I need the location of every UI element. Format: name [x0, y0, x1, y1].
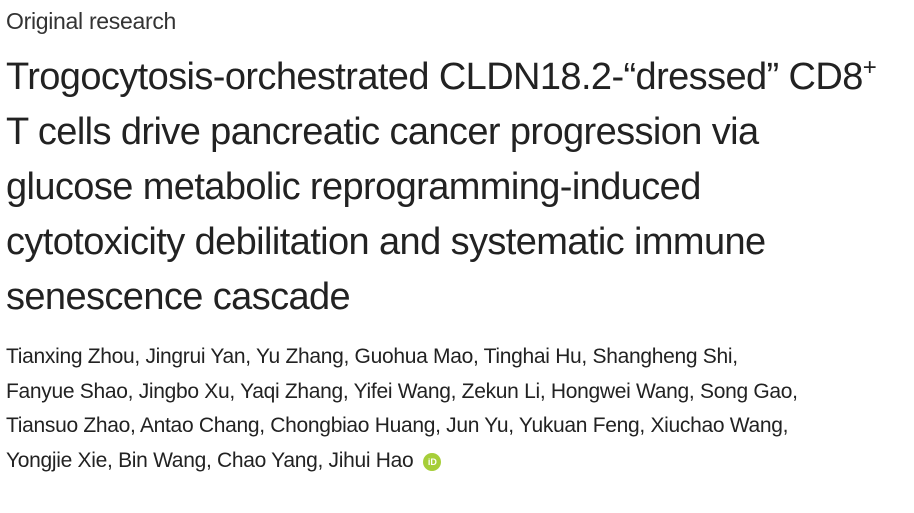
article-title: Trogocytosis-orchestrated CLDN18.2-“dres… [6, 50, 877, 325]
author-line: Tiansuo Zhao, Antao Chang, Chongbiao Hua… [6, 414, 789, 437]
orcid-icon[interactable]: iD [423, 452, 442, 471]
title-line: senescence cascade [6, 276, 351, 318]
author-line: Yongjie Xie, Bin Wang, Chao Yang, Jihui … [6, 444, 798, 479]
title-line: Trogocytosis-orchestrated CLDN18.2-“dres… [6, 50, 877, 105]
title-superscript: + [862, 54, 877, 81]
title-line: glucose metabolic reprogramming-induced [6, 166, 701, 208]
section-label: Original research [6, 8, 177, 34]
author-list: Tianxing Zhou, Jingrui Yan, Yu Zhang, Gu… [6, 340, 798, 478]
title-line: cytotoxicity debilitation and systematic… [6, 221, 766, 263]
author-line: Fanyue Shao, Jingbo Xu, Yaqi Zhang, Yife… [6, 379, 798, 403]
author-line: Tianxing Zhou, Jingrui Yan, Yu Zhang, Gu… [6, 345, 738, 368]
author-text: Yongjie Xie, Bin Wang, Chao Yang, Jihui … [6, 448, 414, 472]
title-line: T cells drive pancreatic cancer progress… [6, 111, 759, 153]
title-text: Trogocytosis-orchestrated CLDN18.2-“dres… [6, 56, 863, 98]
